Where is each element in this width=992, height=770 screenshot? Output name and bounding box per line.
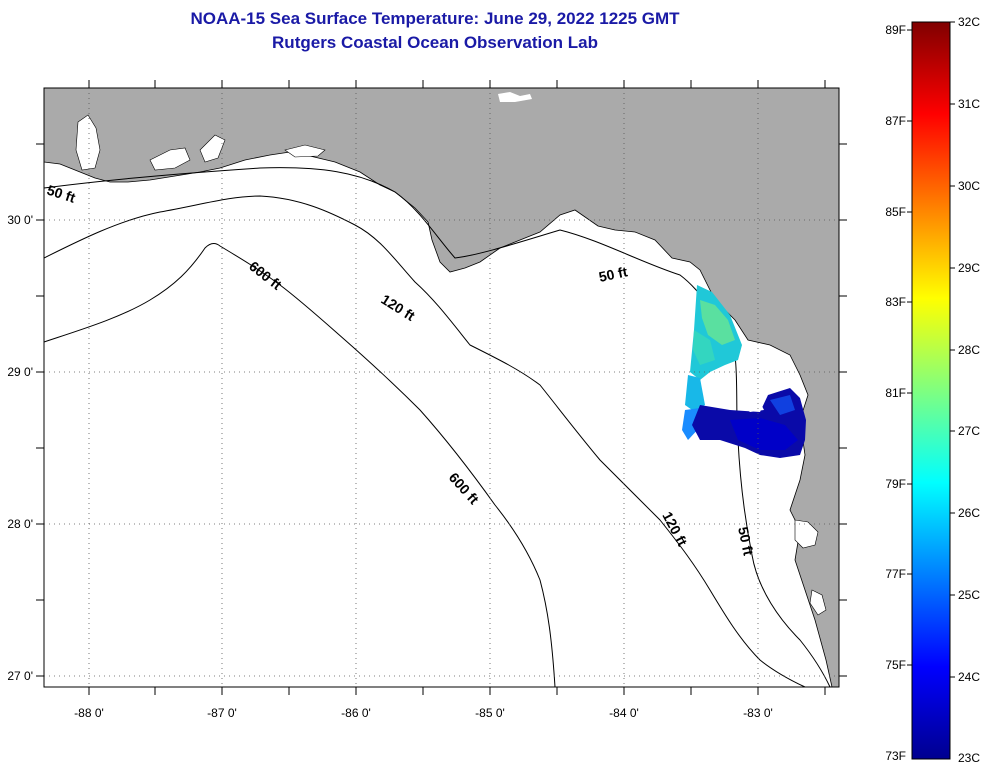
map-title: NOAA-15 Sea Surface Temperature: June 29… <box>190 9 680 28</box>
depth-label-50ft-bigbend: 50 ft <box>597 263 629 285</box>
contour-120ft <box>44 195 806 687</box>
lat-label-27: 27 0' <box>7 669 33 683</box>
colorbar-f-75: 75F <box>885 658 906 672</box>
land-mass <box>44 88 839 687</box>
colorbar-f-87: 87F <box>885 114 906 128</box>
bay-inlet-2 <box>149 147 191 171</box>
contour-600ft <box>44 243 556 687</box>
colorbar-c-26: 26C <box>958 506 980 520</box>
lon-label-85: -85 0' <box>475 706 505 720</box>
lon-label-88: -88 0' <box>74 706 104 720</box>
lake <box>498 92 532 102</box>
colorbar-c-23: 23C <box>958 751 980 765</box>
colorbar-c-27: 27C <box>958 424 980 438</box>
contour-50ft <box>44 167 831 687</box>
colorbar-f-79: 79F <box>885 477 906 491</box>
colorbar-c-25: 25C <box>958 588 980 602</box>
colorbar-c-28: 28C <box>958 343 980 357</box>
colorbar-c-31: 31C <box>958 97 980 111</box>
colorbar-f-89: 89F <box>885 23 906 37</box>
charlotte-harbor <box>809 589 827 616</box>
map-subtitle: Rutgers Coastal Ocean Observation Lab <box>272 33 598 52</box>
lon-label-87: -87 0' <box>207 706 237 720</box>
sst-patch <box>682 285 806 458</box>
colorbar-c-29: 29C <box>958 261 980 275</box>
lon-label-86: -86 0' <box>341 706 371 720</box>
lon-label-83: -83 0' <box>743 706 773 720</box>
colorbar-c-24: 24C <box>958 670 980 684</box>
colorbar <box>911 21 951 760</box>
bay-inlet-4 <box>284 144 326 158</box>
depth-label-50ft-south: 50 ft <box>735 525 757 557</box>
lat-label-28: 28 0' <box>7 517 33 531</box>
colorbar-f-85: 85F <box>885 205 906 219</box>
colorbar-c-30: 30C <box>958 179 980 193</box>
bay-inlet <box>75 114 101 171</box>
bay-inlet-3 <box>199 134 226 163</box>
tampa-bay <box>794 519 819 549</box>
colorbar-f-77: 77F <box>885 567 906 581</box>
lon-label-84: -84 0' <box>609 706 639 720</box>
colorbar-ticks <box>907 21 955 678</box>
colorbar-f-81: 81F <box>885 386 906 400</box>
colorbar-f-73: 73F <box>885 749 906 763</box>
lat-label-29: 29 0' <box>7 365 33 379</box>
lat-label-30: 30 0' <box>7 213 33 227</box>
frame-ticks <box>36 80 847 695</box>
colorbar-f-83: 83F <box>885 295 906 309</box>
map-frame <box>43 87 840 688</box>
colorbar-c-32: 32C <box>958 15 980 29</box>
